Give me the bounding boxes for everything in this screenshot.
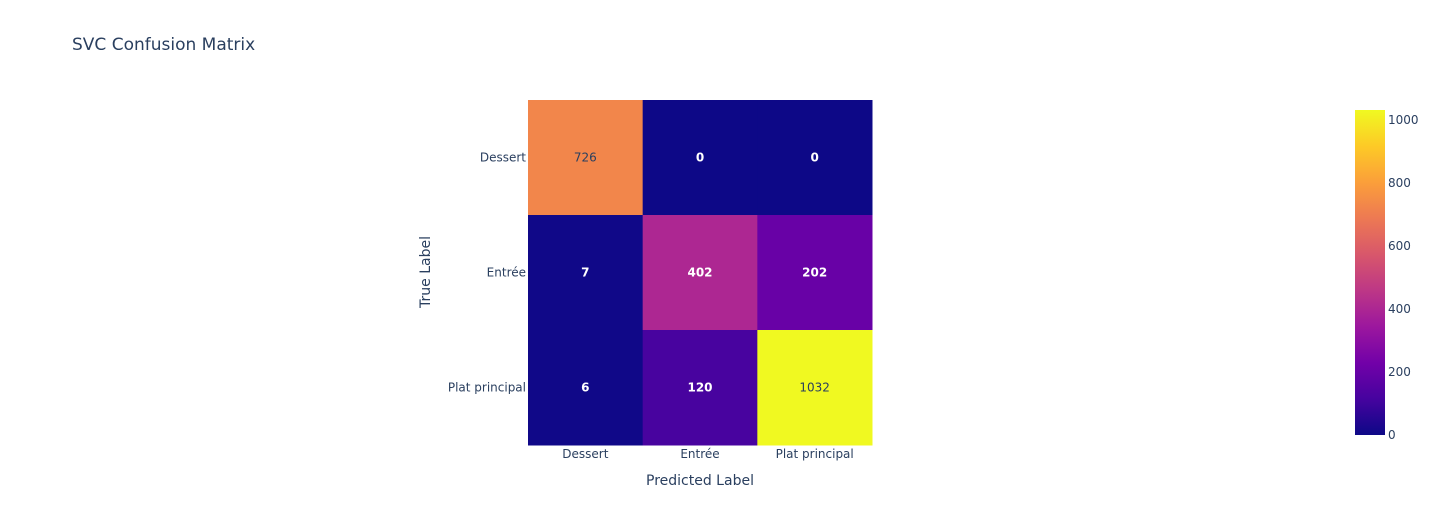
cell-value-r1-c0: 7: [581, 266, 589, 280]
y-tick-label: Plat principal: [448, 381, 526, 395]
heatmap-cell-r2-c2: [757, 330, 873, 446]
cell-value-r2-c0: 6: [581, 381, 589, 395]
x-axis-title: Predicted Label: [646, 473, 754, 489]
heatmap-cells: [528, 100, 873, 446]
cell-value-r2-c1: 120: [687, 381, 712, 395]
heatmap-cell-r1-c2: [757, 215, 873, 331]
cell-value-r2-c2: 1032: [799, 381, 830, 395]
chart-title: SVC Confusion Matrix: [72, 35, 255, 55]
colorbar-tick-label: 1000: [1388, 113, 1419, 127]
heatmap-cell-r1-c1: [642, 215, 758, 331]
heatmap-cell-labels: 726 0 0 7 402 202 6 120 1032: [574, 151, 830, 395]
y-tick-label: Dessert: [480, 151, 526, 165]
colorbar-tick-label: 800: [1388, 176, 1411, 190]
colorbar-tick-label: 200: [1388, 365, 1411, 379]
colorbar-gradient: [1355, 110, 1385, 435]
y-axis-title: True Label: [418, 236, 434, 309]
cell-value-r0-c0: 726: [574, 151, 597, 165]
y-axis-ticks: Dessert Entrée Plat principal: [448, 151, 526, 395]
heatmap-cell-r2-c1: [642, 330, 758, 446]
heatmap-cell-r1-c0: [528, 215, 644, 331]
cell-value-r1-c2: 202: [802, 266, 827, 280]
cell-value-r0-c2: 0: [810, 151, 818, 165]
x-tick-label: Entrée: [680, 447, 719, 461]
x-tick-label: Dessert: [562, 447, 608, 461]
cell-value-r1-c1: 402: [687, 266, 712, 280]
x-axis-ticks: Dessert Entrée Plat principal: [562, 447, 853, 461]
colorbar-ticks: 0 200 400 600 800 1000: [1388, 113, 1419, 442]
colorbar: [1355, 110, 1385, 435]
heatmap-cell-r0-c1: [642, 100, 758, 216]
y-tick-label: Entrée: [487, 266, 526, 280]
x-tick-label: Plat principal: [776, 447, 854, 461]
colorbar-tick-label: 600: [1388, 239, 1411, 253]
colorbar-tick-label: 400: [1388, 302, 1411, 316]
heatmap-cell-r0-c0: [528, 100, 644, 216]
colorbar-tick-label: 0: [1388, 428, 1396, 442]
cell-value-r0-c1: 0: [696, 151, 704, 165]
heatmap-cell-r2-c0: [528, 330, 644, 446]
heatmap-cell-r0-c2: [757, 100, 873, 216]
